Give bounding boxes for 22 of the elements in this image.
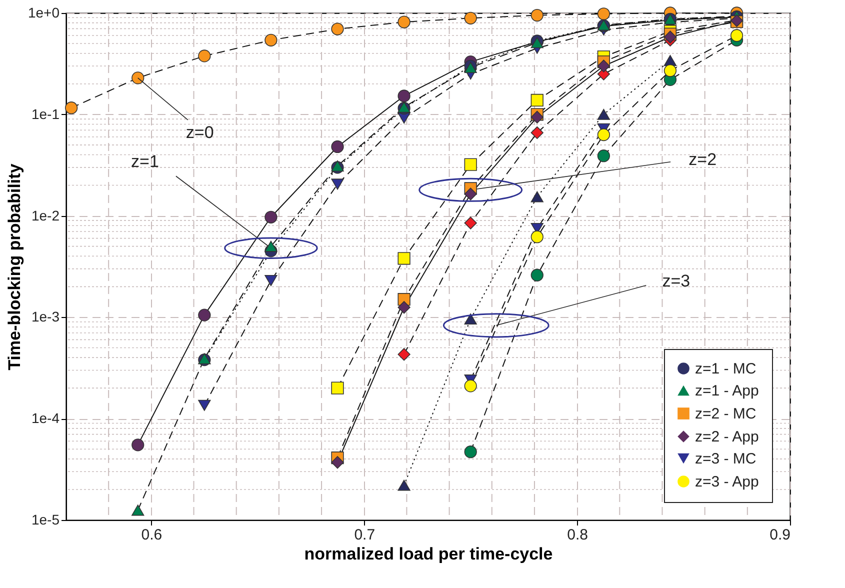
y-axis-title: Time-blocking probability [4, 163, 24, 370]
legend-label: z=2 - App [695, 428, 759, 446]
legend-label: z=3 - MC [695, 450, 756, 468]
annotation: z=1 [131, 152, 159, 172]
x-tick-label: 0.9 [770, 526, 790, 544]
legend-label: z=3 - App [695, 474, 759, 490]
legend-label: z=1 - App [695, 382, 759, 400]
x-tick-label: 0.7 [354, 526, 376, 544]
y-tick-label: 1e-2 [31, 207, 60, 224]
x-tick-label: 0.8 [567, 526, 588, 544]
annotation: z=3 [662, 271, 690, 290]
annotation: z=2 [688, 150, 717, 169]
y-tick-label: 1e-5 [31, 512, 60, 528]
y-tick-label: 1e-3 [31, 308, 60, 325]
x-tick-label: 0.6 [141, 526, 162, 544]
x-axis-title: normalized load per time-cycle [304, 544, 553, 564]
legend-label: z=1 - MC [695, 360, 756, 378]
y-tick-label: 1e+0 [28, 4, 60, 20]
legend-label: z=2 - MC [695, 406, 756, 422]
y-tick-label: 1e-4 [31, 410, 60, 426]
y-tick-label: 1e-1 [31, 106, 60, 122]
annotation: z=0 [186, 122, 214, 142]
